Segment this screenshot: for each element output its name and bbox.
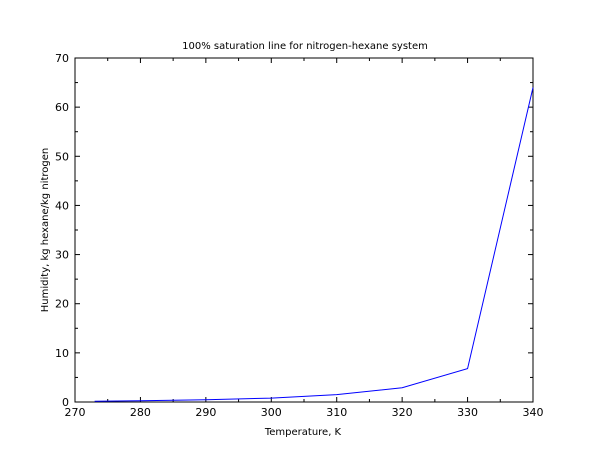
x-tick-label: 320 bbox=[392, 406, 413, 419]
x-tick-label: 340 bbox=[523, 406, 544, 419]
x-tick-label: 300 bbox=[261, 406, 282, 419]
y-tick-label: 20 bbox=[55, 298, 69, 311]
x-tick-label: 280 bbox=[130, 406, 151, 419]
x-tick-label: 270 bbox=[65, 406, 86, 419]
x-tick-label: 310 bbox=[326, 406, 347, 419]
y-tick-label: 50 bbox=[55, 150, 69, 163]
y-tick-label: 70 bbox=[55, 52, 69, 65]
y-tick-label: 0 bbox=[62, 396, 69, 409]
y-axis-label: Humidity, kg hexane/kg nitrogen bbox=[40, 148, 51, 312]
x-tick-label: 330 bbox=[457, 406, 478, 419]
y-tick-label: 60 bbox=[55, 101, 69, 114]
y-tick-label: 10 bbox=[55, 347, 69, 360]
y-axis: 0 10 20 30 40 50 60 70 bbox=[55, 52, 533, 409]
chart-title: 100% saturation line for nitrogen-hexane… bbox=[182, 41, 428, 52]
x-axis-label: Temperature, K bbox=[264, 427, 342, 438]
series-layer bbox=[94, 87, 534, 402]
saturation-line bbox=[94, 87, 534, 402]
x-axis: 270 280 290 300 310 320 330 340 bbox=[65, 58, 544, 419]
x-tick-label: 290 bbox=[195, 406, 216, 419]
y-tick-label: 30 bbox=[55, 249, 69, 262]
y-tick-label: 40 bbox=[55, 199, 69, 212]
